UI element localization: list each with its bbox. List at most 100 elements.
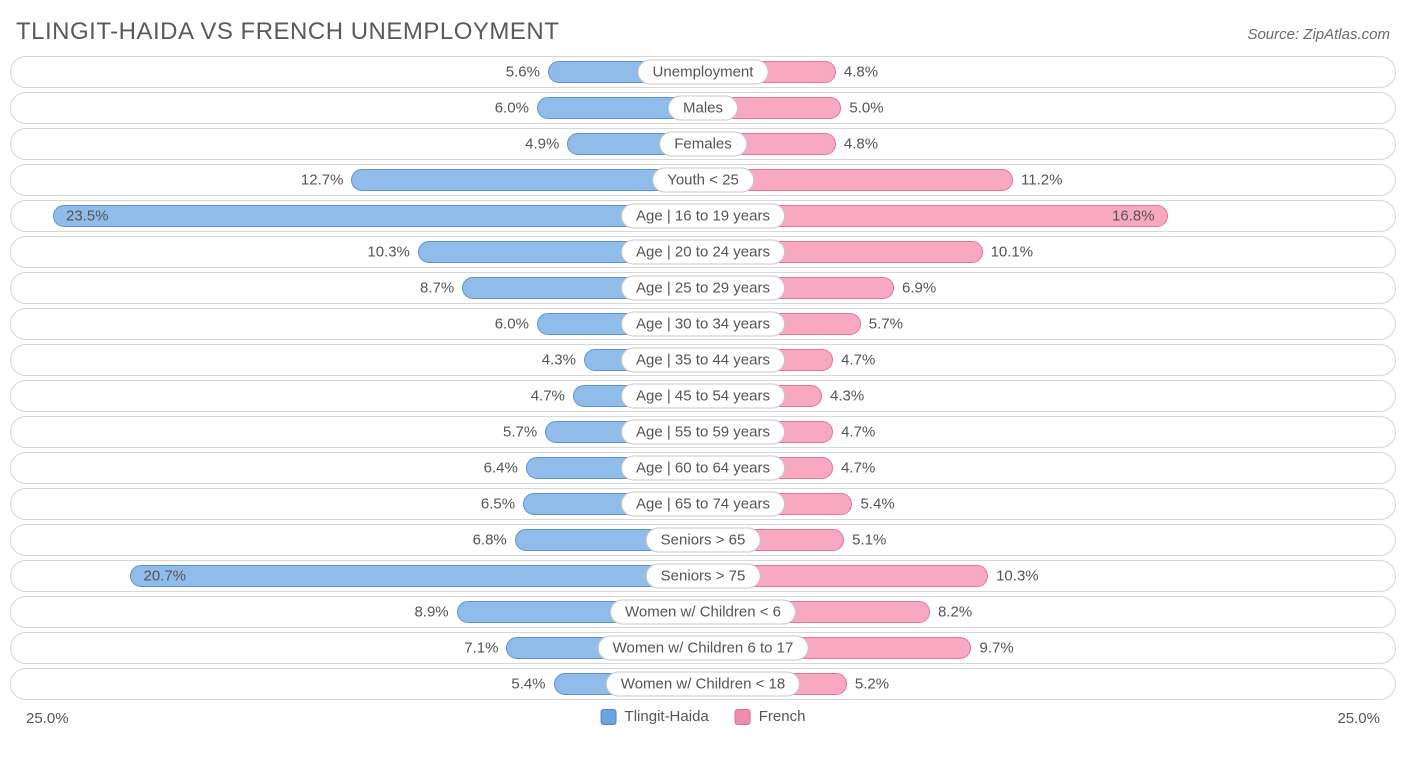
bar-right-container: 8.2% <box>703 597 1395 627</box>
bar-left <box>130 565 703 587</box>
value-right: 5.0% <box>849 100 883 117</box>
value-right: 5.7% <box>869 316 903 333</box>
bar-left-container: 6.0% <box>11 309 703 339</box>
chart-row: 6.0%5.0%Males <box>10 92 1396 124</box>
legend-label-right: French <box>759 708 806 725</box>
category-label: Age | 20 to 24 years <box>621 240 785 265</box>
value-right: 5.4% <box>860 496 894 513</box>
bar-right-container: 5.0% <box>703 93 1395 123</box>
legend-item-right: French <box>735 708 806 725</box>
value-left: 5.4% <box>511 676 545 693</box>
value-left: 6.4% <box>484 460 518 477</box>
category-label: Women w/ Children 6 to 17 <box>598 636 809 661</box>
category-label: Youth < 25 <box>652 168 754 193</box>
chart-title: TLINGIT-HAIDA VS FRENCH UNEMPLOYMENT <box>16 18 559 46</box>
chart-footer: 25.0% Tlingit-Haida French 25.0% <box>10 706 1396 734</box>
bar-right-container: 6.9% <box>703 273 1395 303</box>
axis-max-left: 25.0% <box>26 710 69 727</box>
category-label: Unemployment <box>638 60 769 85</box>
value-left: 4.7% <box>531 388 565 405</box>
value-right: 5.2% <box>855 676 889 693</box>
chart-source: Source: ZipAtlas.com <box>1247 26 1390 43</box>
bar-right-container: 4.8% <box>703 57 1395 87</box>
chart-container: TLINGIT-HAIDA VS FRENCH UNEMPLOYMENT Sou… <box>0 0 1406 757</box>
bar-right-container: 5.7% <box>703 309 1395 339</box>
value-left: 6.0% <box>495 100 529 117</box>
value-left: 23.5% <box>66 208 109 225</box>
value-right: 8.2% <box>938 604 972 621</box>
chart-row: 10.3%10.1%Age | 20 to 24 years <box>10 236 1396 268</box>
legend-swatch-right <box>735 709 751 725</box>
bar-right-container: 4.7% <box>703 417 1395 447</box>
legend-swatch-left <box>601 709 617 725</box>
value-left: 10.3% <box>367 244 410 261</box>
value-right: 4.7% <box>841 424 875 441</box>
value-left: 20.7% <box>143 568 186 585</box>
value-right: 6.9% <box>902 280 936 297</box>
category-label: Age | 60 to 64 years <box>621 456 785 481</box>
bar-left-container: 4.7% <box>11 381 703 411</box>
bar-left-container: 8.9% <box>11 597 703 627</box>
bar-left-container: 23.5% <box>11 201 703 231</box>
chart-rows: 5.6%4.8%Unemployment6.0%5.0%Males4.9%4.8… <box>10 56 1396 700</box>
bar-right-container: 16.8% <box>703 201 1395 231</box>
chart-row: 4.9%4.8%Females <box>10 128 1396 160</box>
bar-right-container: 5.4% <box>703 489 1395 519</box>
chart-row: 23.5% 16.8% Age | 16 to 19 years <box>10 200 1396 232</box>
value-right: 10.3% <box>996 568 1039 585</box>
legend-item-left: Tlingit-Haida <box>601 708 709 725</box>
chart-row: 4.7% 4.3% Age | 45 to 54 years <box>10 380 1396 412</box>
bar-right-container: 4.8% <box>703 129 1395 159</box>
bar-left-container: 10.3% <box>11 237 703 267</box>
chart-row: 7.1% 9.7% Women w/ Children 6 to 17 <box>10 632 1396 664</box>
chart-row: 8.7% 6.9% Age | 25 to 29 years <box>10 272 1396 304</box>
value-right: 4.8% <box>844 136 878 153</box>
value-left: 6.0% <box>495 316 529 333</box>
value-left: 4.3% <box>542 352 576 369</box>
category-label: Age | 30 to 34 years <box>621 312 785 337</box>
value-right: 5.1% <box>852 532 886 549</box>
value-right: 11.2% <box>1021 172 1062 189</box>
bar-left-container: 6.8% <box>11 525 703 555</box>
bar-left-container: 12.7% <box>11 165 703 195</box>
bar-left-container: 5.6% <box>11 57 703 87</box>
category-label: Age | 65 to 74 years <box>621 492 785 517</box>
bar-left-container: 6.0% <box>11 93 703 123</box>
bar-left <box>351 169 703 191</box>
category-label: Age | 45 to 54 years <box>621 384 785 409</box>
bar-left-container: 5.7% <box>11 417 703 447</box>
chart-row: 6.4% 4.7% Age | 60 to 64 years <box>10 452 1396 484</box>
chart-row: 6.8% 5.1% Seniors > 65 <box>10 524 1396 556</box>
value-right: 16.8% <box>1112 208 1155 225</box>
bar-right-container: 4.3% <box>703 381 1395 411</box>
axis-max-right: 25.0% <box>1337 710 1380 727</box>
value-left: 6.8% <box>473 532 507 549</box>
legend: Tlingit-Haida French <box>601 708 806 725</box>
bar-right-container: 10.3% <box>703 561 1395 591</box>
chart-row: 5.7% 4.7% Age | 55 to 59 years <box>10 416 1396 448</box>
bar-left-container: 20.7% <box>11 561 703 591</box>
category-label: Age | 55 to 59 years <box>621 420 785 445</box>
bar-left-container: 6.4% <box>11 453 703 483</box>
chart-row: 4.3% 4.7% Age | 35 to 44 years <box>10 344 1396 376</box>
category-label: Age | 35 to 44 years <box>621 348 785 373</box>
value-left: 6.5% <box>481 496 515 513</box>
value-right: 4.3% <box>830 388 864 405</box>
bar-left-container: 8.7% <box>11 273 703 303</box>
value-left: 4.9% <box>525 136 559 153</box>
value-left: 5.7% <box>503 424 537 441</box>
value-right: 4.7% <box>841 460 875 477</box>
category-label: Seniors > 65 <box>646 528 761 553</box>
value-right: 4.7% <box>841 352 875 369</box>
bar-left-container: 6.5% <box>11 489 703 519</box>
category-label: Age | 25 to 29 years <box>621 276 785 301</box>
value-right: 9.7% <box>979 640 1013 657</box>
category-label: Seniors > 75 <box>646 564 761 589</box>
legend-label-left: Tlingit-Haida <box>625 708 709 725</box>
category-label: Women w/ Children < 6 <box>610 600 796 625</box>
chart-row: 5.6%4.8%Unemployment <box>10 56 1396 88</box>
category-label: Age | 16 to 19 years <box>621 204 785 229</box>
value-left: 7.1% <box>464 640 498 657</box>
bar-left-container: 5.4% <box>11 669 703 699</box>
bar-left-container: 4.3% <box>11 345 703 375</box>
